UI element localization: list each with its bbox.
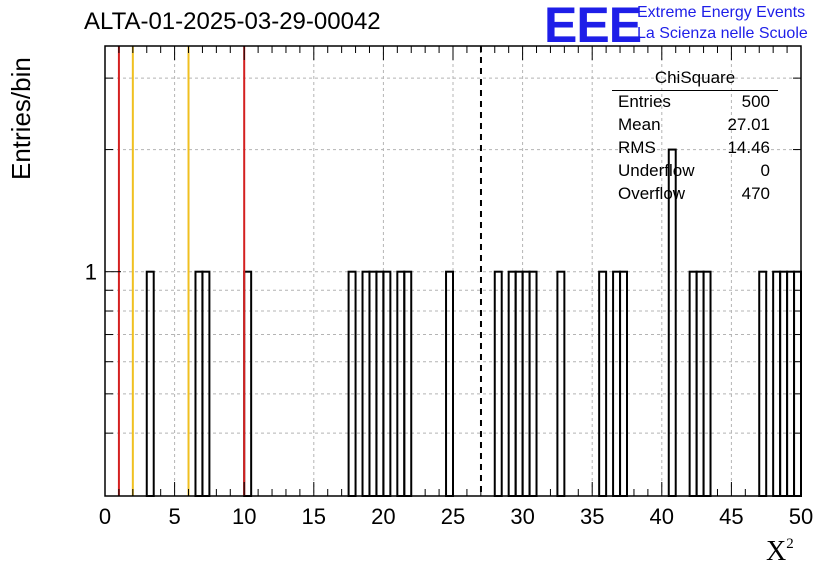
histogram-bin <box>786 270 796 497</box>
x-axis-label-main: X <box>766 536 787 567</box>
histogram-bin <box>514 270 524 497</box>
histogram-bin <box>507 270 517 497</box>
histogram-bin <box>368 270 378 497</box>
x-tick-label: 0 <box>99 504 111 529</box>
x-tick-label: 15 <box>302 504 326 529</box>
histogram-bin <box>347 270 357 497</box>
stats-value: 500 <box>741 92 770 111</box>
stats-value: 14.46 <box>727 138 770 157</box>
stats-row-entries: Entries 500 <box>618 92 770 114</box>
histogram-bin <box>556 270 566 497</box>
stats-title-underline <box>612 90 778 91</box>
x-tick-label: 30 <box>510 504 534 529</box>
histogram-bin <box>243 270 253 497</box>
histogram-bin <box>688 270 698 497</box>
stats-row-underflow: Underflow 0 <box>618 161 770 183</box>
histogram-bin <box>145 270 155 497</box>
x-axis-label: X2 <box>766 536 794 568</box>
stats-label: Overflow <box>618 184 686 203</box>
histogram-bin <box>758 270 768 497</box>
x-tick-label: 50 <box>789 504 813 529</box>
histogram-bin <box>612 270 622 497</box>
histogram-bin <box>528 270 538 497</box>
y-tick-label: 1 <box>85 260 97 285</box>
x-tick-label: 20 <box>371 504 395 529</box>
x-tick-label: 35 <box>580 504 604 529</box>
histogram-bin <box>702 270 712 497</box>
stats-box: ChiSquare Entries 500 Mean 27.01 RMS 14.… <box>612 68 778 210</box>
histogram-bin <box>382 270 392 497</box>
x-tick-label: 40 <box>650 504 674 529</box>
histogram-bin <box>396 270 406 497</box>
histogram-bin <box>619 270 628 497</box>
logo-line-2: La Scienza nelle Scuole <box>637 25 808 42</box>
histogram-bin <box>521 270 531 497</box>
stats-row-rms: RMS 14.46 <box>618 138 770 160</box>
histogram-bin <box>793 270 802 497</box>
histogram-bin <box>695 270 705 497</box>
stats-label: Underflow <box>618 161 695 180</box>
logo-line-1: Extreme Energy Events <box>637 4 806 21</box>
stats-title: ChiSquare <box>654 68 736 87</box>
histogram-bin <box>779 270 789 497</box>
stats-label: RMS <box>618 138 656 157</box>
stats-value: 27.01 <box>727 115 770 134</box>
histogram-bin <box>772 270 782 497</box>
histogram-bin <box>375 270 385 497</box>
histogram-bin <box>598 270 608 497</box>
y-axis-label: Entries/bin <box>6 57 36 180</box>
x-tick-label: 5 <box>168 504 180 529</box>
histogram-bin <box>194 270 204 497</box>
run-title: ALTA-01-2025-03-29-00042 <box>84 8 381 35</box>
x-tick-label: 25 <box>441 504 465 529</box>
stats-row-mean: Mean 27.01 <box>618 115 770 137</box>
stats-value: 470 <box>741 184 770 203</box>
histogram-bin <box>445 270 455 497</box>
histogram-bin <box>361 270 371 497</box>
histogram-bin <box>201 270 211 497</box>
stats-row-overflow: Overflow 470 <box>618 184 770 206</box>
eee-logo: EEE Extreme Energy Events La Scienza nel… <box>544 0 834 53</box>
stats-label: Entries <box>618 92 671 111</box>
histogram-bin <box>403 270 413 497</box>
x-axis-label-superscript: 2 <box>786 535 794 552</box>
x-tick-label: 10 <box>232 504 256 529</box>
x-tick-label: 45 <box>719 504 743 529</box>
logo-mark: EEE <box>544 0 642 53</box>
stats-label: Mean <box>618 115 661 134</box>
stats-value: 0 <box>760 161 770 180</box>
histogram-bin <box>493 270 503 497</box>
